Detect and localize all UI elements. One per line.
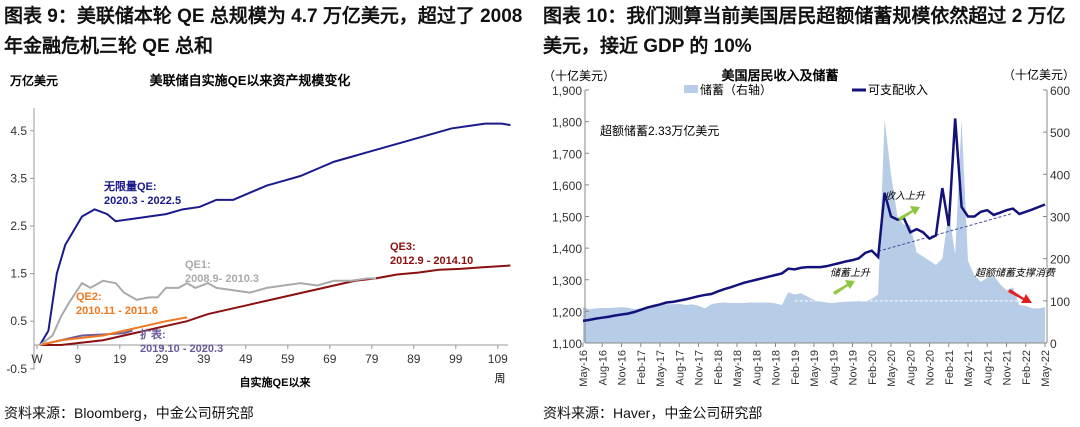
series-period-label: 2010.11 - 2011.6 bbox=[76, 305, 158, 317]
series-period-label: 2008.9- 2010.3 bbox=[185, 273, 259, 285]
x-tick-label: 69 bbox=[323, 352, 337, 366]
arrow-down-icon bbox=[1008, 289, 1032, 303]
x-tick-label: Nov-19 bbox=[848, 350, 860, 385]
y-tick-label: -0.5 bbox=[6, 362, 27, 376]
x-tick-label: Nov-18 bbox=[771, 350, 783, 385]
x-tick-label: W bbox=[31, 352, 43, 366]
y-tick-label-left: 1,100 bbox=[552, 337, 582, 351]
y-tick-label-right: 0 bbox=[1050, 337, 1057, 351]
legend-line-label: 可支配收入 bbox=[868, 83, 928, 97]
x-tick-label: 39 bbox=[197, 352, 211, 366]
x-tick-label: May-17 bbox=[655, 350, 667, 387]
series-line-1 bbox=[39, 277, 376, 346]
arrow-up-icon bbox=[898, 206, 920, 221]
x-tick-label: Aug-21 bbox=[982, 350, 994, 385]
x-tick-label: Nov-21 bbox=[1002, 350, 1014, 385]
annotation-savings-rise: 储蓄上升 bbox=[830, 267, 871, 279]
x-tick-label: Aug-19 bbox=[828, 350, 840, 385]
y-tick-label: 0.5 bbox=[10, 314, 27, 328]
y-tick-label-left: 1,900 bbox=[552, 84, 582, 98]
x-tick-label: Aug-17 bbox=[674, 350, 686, 385]
x-tick-label: May-16 bbox=[578, 350, 590, 387]
income-trend-dashed bbox=[878, 212, 1014, 252]
y-tick-label: 3.5 bbox=[10, 171, 27, 185]
x-tick-label: Nov-16 bbox=[617, 350, 629, 385]
left-heading: 图表 9：美联储本轮 QE 总规模为 4.7 万亿美元，超过了 2008 年金融… bbox=[4, 6, 523, 57]
x-tick-label: Aug-16 bbox=[597, 350, 609, 385]
left-title: 美联储自实施QE以来资产规模变化 bbox=[150, 73, 351, 88]
x-tick-label: Aug-20 bbox=[905, 350, 917, 385]
x-tick-label: 109 bbox=[488, 352, 508, 366]
y-tick-label-left: 1,800 bbox=[552, 116, 582, 130]
x-tick-label: Feb-22 bbox=[1021, 350, 1033, 385]
arrow-up-icon bbox=[833, 280, 855, 295]
series-name-label: QE2: bbox=[76, 291, 102, 303]
series-name-label: QE1: bbox=[185, 259, 211, 271]
x-tick-label: Nov-20 bbox=[925, 350, 937, 385]
y-tick-label-left: 1,400 bbox=[552, 242, 582, 256]
x-tick-label: Feb-20 bbox=[867, 350, 879, 385]
income-line bbox=[582, 118, 1046, 323]
right-ylabel-right: （十亿美元） bbox=[1003, 67, 1075, 82]
x-tick-label: 99 bbox=[449, 352, 463, 366]
y-tick-label-right: 300 bbox=[1050, 211, 1070, 225]
annotation-savings-consumption: 超额储蓄支撑消费 bbox=[975, 267, 1056, 279]
series-name-label: 无限量QE: bbox=[103, 179, 157, 193]
y-tick-label-left: 1,300 bbox=[552, 274, 582, 288]
series-period-label: 2019.10 - 2020.3 bbox=[140, 343, 223, 355]
series-line-0 bbox=[39, 122, 511, 346]
y-tick-label-left: 1,700 bbox=[552, 147, 582, 161]
right-title: 美国居民收入及储蓄 bbox=[721, 68, 838, 83]
x-tick-label: May-19 bbox=[809, 350, 821, 387]
x-tick-label: May-22 bbox=[1040, 350, 1052, 387]
series-name-label: QE3: bbox=[390, 241, 416, 253]
x-tick-label: May-21 bbox=[963, 350, 975, 387]
y-tick-label-right: 100 bbox=[1050, 295, 1070, 309]
right-source: 资料来源：Haver，中金公司研究部 bbox=[543, 405, 763, 421]
annotation-income-rise: 收入上升 bbox=[885, 190, 926, 202]
y-tick-label-left: 1,500 bbox=[552, 211, 582, 225]
left-xlabel: 自实施QE以来 bbox=[240, 375, 312, 389]
series-name-label: 扩表: bbox=[140, 327, 166, 341]
right-ylabel-left: （十亿美元） bbox=[543, 68, 615, 83]
series-line-3 bbox=[40, 264, 511, 346]
y-tick-label-right: 600 bbox=[1050, 84, 1070, 98]
x-tick-label: Feb-19 bbox=[790, 350, 802, 385]
x-tick-label: 49 bbox=[239, 352, 253, 366]
y-tick-label-left: 1,200 bbox=[552, 305, 582, 319]
x-tick-label: 79 bbox=[365, 352, 379, 366]
y-tick-label-left: 1,600 bbox=[552, 179, 582, 193]
left-ylabel: 万亿美元 bbox=[9, 73, 58, 88]
y-tick-label: 2.5 bbox=[10, 219, 27, 233]
y-tick-label-right: 500 bbox=[1050, 126, 1070, 140]
series-period-label: 2012.9 - 2014.10 bbox=[390, 255, 473, 267]
x-tick-label: Aug-18 bbox=[751, 350, 763, 385]
series-period-label: 2020.3 - 2022.5 bbox=[104, 195, 181, 207]
left-xunit: 周 bbox=[495, 372, 506, 385]
y-tick-label-right: 400 bbox=[1050, 168, 1070, 182]
x-tick-label: Feb-18 bbox=[713, 350, 725, 385]
legend-area-swatch bbox=[684, 85, 698, 93]
x-tick-label: Nov-17 bbox=[694, 350, 706, 385]
left-source: 资料来源：Bloomberg，中金公司研究部 bbox=[4, 405, 254, 421]
series-line-2 bbox=[39, 316, 188, 346]
x-tick-label: 89 bbox=[407, 352, 421, 366]
y-tick-label: 1.5 bbox=[10, 267, 27, 281]
y-tick-label: 4.5 bbox=[10, 124, 27, 138]
x-tick-label: Feb-17 bbox=[636, 350, 648, 385]
savings-area bbox=[583, 119, 1045, 344]
x-tick-label: May-20 bbox=[886, 350, 898, 387]
x-tick-label: 19 bbox=[113, 352, 127, 366]
x-tick-label: 29 bbox=[155, 352, 169, 366]
x-tick-label: 59 bbox=[281, 352, 295, 366]
legend-area-label: 储蓄（右轴） bbox=[700, 82, 772, 97]
x-tick-label: Feb-21 bbox=[944, 350, 956, 385]
x-tick-label: 9 bbox=[74, 352, 81, 366]
annotation-excess-savings: 超额储蓄2.33万亿美元 bbox=[600, 123, 719, 138]
right-heading: 图表 10：我们测算当前美国居民超额储蓄规模依然超过 2 万亿美元，接近 GDP… bbox=[543, 6, 1066, 57]
y-tick-label-right: 200 bbox=[1050, 253, 1070, 267]
x-tick-label: May-18 bbox=[732, 350, 744, 387]
